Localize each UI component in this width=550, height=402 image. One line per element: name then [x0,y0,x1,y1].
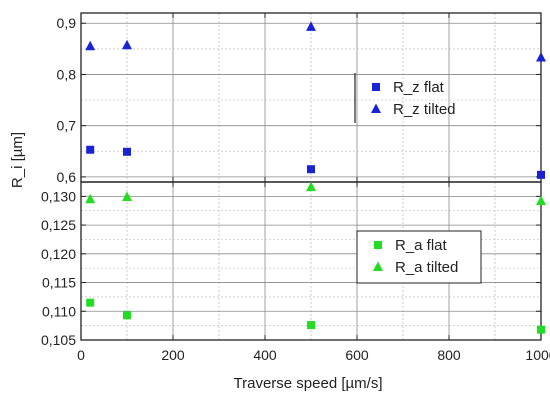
legend-box [356,230,482,284]
x-axis-label: Traverse speed [µm/s] [234,375,383,392]
data-point-triangle [371,103,381,113]
data-point-square [123,311,131,320]
data-point-square [307,321,315,330]
data-point-square [86,298,95,307]
data-point-triangle [122,191,132,201]
data-point-triangle [306,181,316,192]
y-tick-label: 0,130 [41,188,76,204]
data-point-triangle [122,39,132,50]
x-tick-label: 1000 [525,347,550,363]
data-point-square [372,83,380,91]
y-axis-ticks: 0,105 0,110 0,115 0,120 0,125 0,130 [41,188,541,348]
legend-label: R_z tilted [393,101,456,118]
legend-label: R_z flat [393,79,445,96]
y-axis-ticks: 0,6 0,7 0,8 0,9 [57,15,541,185]
x-tick-label: 600 [345,347,369,363]
y-tick-label: 0,8 [57,66,77,82]
data-points [85,21,546,179]
y-tick-label: 0,110 [42,303,76,319]
x-tick-label: 400 [253,347,277,363]
data-point-square [374,241,382,249]
data-point-triangle [536,195,546,205]
data-point-square [537,170,545,179]
data-point-square [86,145,95,154]
data-point-triangle [373,261,383,271]
y-tick-label: 0,6 [57,169,77,185]
y-tick-label: 0,115 [42,275,76,291]
y-tick-label: 0,120 [41,246,76,262]
y-tick-label: 0,9 [57,15,77,31]
x-tick-label: 0 [77,347,85,363]
top-panel: 0,6 0,7 0,8 0,9 R_z flat R_z tilted [57,12,546,185]
data-point-square [537,325,545,334]
x-axis-ticks: 0 200 400 600 800 1000 [77,347,550,363]
y-tick-label: 0,7 [57,118,77,134]
legend-label: R_a flat [395,237,448,254]
legend-label: R_a tilted [395,259,458,276]
y-tick-label: 0,105 [41,332,76,348]
x-tick-label: 800 [437,347,461,363]
x-tick-label: 200 [161,347,185,363]
y-axis-label: R_i [µm] [9,132,26,188]
grid [81,13,541,182]
data-point-triangle [306,21,316,31]
data-point-square [307,165,315,174]
data-point-triangle [536,52,546,62]
y-tick-label: 0,125 [41,217,76,233]
legend: R_z flat R_z tilted [354,73,456,123]
data-point-triangle [85,193,96,204]
data-points [85,181,546,334]
data-point-triangle [85,40,96,51]
legend: R_a flat R_a tilted [356,230,482,284]
data-point-square [123,147,131,156]
